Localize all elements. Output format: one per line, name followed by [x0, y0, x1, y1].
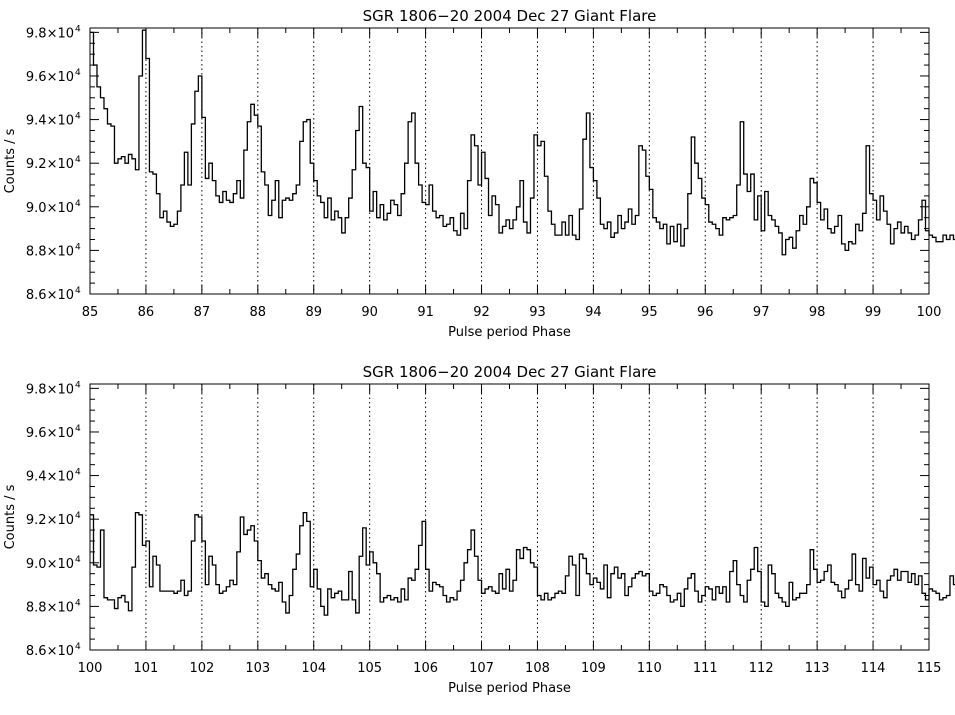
y-tick-exponent: 4 [75, 424, 81, 434]
x-axis-label: Pulse period Phase [448, 681, 571, 696]
x-tick-label: 101 [134, 661, 159, 676]
x-tick-label: 111 [693, 661, 718, 676]
y-tick-label: 8.8×10 [26, 244, 74, 259]
x-tick-label: 106 [413, 661, 438, 676]
y-tick-mantissa: 9.4×10 [26, 470, 74, 485]
x-tick-label: 86 [138, 305, 155, 320]
y-tick-mantissa: 9.6×10 [26, 426, 74, 441]
y-tick-mantissa: 9.6×10 [26, 70, 74, 85]
x-tick-label: 105 [357, 661, 382, 676]
y-tick-label: 8.8×10 [26, 600, 74, 615]
x-tick-label: 99 [865, 305, 882, 320]
x-tick-label: 96 [697, 305, 714, 320]
x-tick-label: 85 [82, 305, 99, 320]
y-tick-label: 9.0×10 [26, 557, 74, 572]
y-tick-exponent: 4 [75, 642, 81, 652]
x-tick-label: 98 [809, 305, 826, 320]
count-rate-histogram-line [90, 511, 955, 616]
y-tick-label: 9.6×10 [26, 426, 74, 441]
x-tick-label: 88 [250, 305, 267, 320]
panel-2: SGR 1806−20 2004 Dec 27 Giant Flare Pulse… [3, 363, 955, 696]
y-tick-mantissa: 8.8×10 [26, 600, 74, 615]
x-tick-label: 94 [585, 305, 602, 320]
y-tick-label: 9.0×10 [26, 201, 74, 216]
x-tick-label: 103 [245, 661, 270, 676]
y-axis-label: Counts / s [3, 128, 18, 193]
y-tick-exponent: 4 [75, 468, 81, 478]
x-tick-label: 112 [749, 661, 774, 676]
panel-1: SGR 1806−20 2004 Dec 27 Giant Flare Pulse… [3, 7, 955, 340]
y-tick-label: 9.6×10 [26, 70, 74, 85]
x-tick-label: 104 [301, 661, 326, 676]
y-tick-exponent: 4 [75, 598, 81, 608]
y-tick-label: 8.6×10 [26, 288, 74, 303]
y-axis-label: Counts / s [3, 484, 18, 549]
x-tick-label: 89 [305, 305, 322, 320]
y-tick-mantissa: 9.8×10 [26, 26, 74, 41]
x-tick-label: 113 [805, 661, 830, 676]
x-tick-label: 102 [189, 661, 214, 676]
y-tick-mantissa: 9.2×10 [26, 513, 74, 528]
y-tick-exponent: 4 [75, 286, 81, 296]
y-tick-label: 9.8×10 [26, 382, 74, 397]
x-tick-label: 92 [473, 305, 490, 320]
y-tick-exponent: 4 [75, 380, 81, 390]
y-tick-mantissa: 9.8×10 [26, 382, 74, 397]
count-rate-histogram-line [90, 29, 955, 256]
y-tick-mantissa: 8.8×10 [26, 244, 74, 259]
y-tick-exponent: 4 [75, 242, 81, 252]
plot-frame [89, 383, 930, 651]
x-tick-label: 100 [917, 305, 942, 320]
y-tick-exponent: 4 [75, 199, 81, 209]
y-tick-exponent: 4 [75, 112, 81, 122]
y-tick-label: 9.2×10 [26, 513, 74, 528]
x-tick-label: 87 [194, 305, 211, 320]
x-tick-label: 93 [529, 305, 546, 320]
y-tick-label: 9.2×10 [26, 157, 74, 172]
y-tick-label: 9.8×10 [26, 26, 74, 41]
y-tick-mantissa: 8.6×10 [26, 288, 74, 303]
y-tick-label: 8.6×10 [26, 644, 74, 659]
chart-title: SGR 1806−20 2004 Dec 27 Giant Flare [363, 363, 657, 381]
y-tick-mantissa: 9.4×10 [26, 114, 74, 129]
y-tick-label: 9.4×10 [26, 470, 74, 485]
y-tick-mantissa: 9.0×10 [26, 557, 74, 572]
x-tick-label: 108 [525, 661, 550, 676]
y-tick-mantissa: 9.2×10 [26, 157, 74, 172]
chart-title: SGR 1806−20 2004 Dec 27 Giant Flare [363, 7, 657, 25]
x-tick-label: 97 [753, 305, 770, 320]
x-tick-label: 115 [917, 661, 942, 676]
x-tick-label: 110 [637, 661, 662, 676]
y-tick-exponent: 4 [75, 155, 81, 165]
y-tick-exponent: 4 [75, 511, 81, 521]
x-tick-label: 100 [78, 661, 103, 676]
x-tick-label: 114 [861, 661, 886, 676]
x-axis-label: Pulse period Phase [448, 325, 571, 340]
plot-frame [89, 27, 930, 295]
x-tick-label: 90 [361, 305, 378, 320]
x-tick-label: 91 [417, 305, 434, 320]
y-tick-mantissa: 9.0×10 [26, 201, 74, 216]
y-tick-label: 9.4×10 [26, 114, 74, 129]
x-tick-label: 95 [641, 305, 658, 320]
y-tick-exponent: 4 [75, 555, 81, 565]
y-tick-exponent: 4 [75, 24, 81, 34]
y-tick-mantissa: 8.6×10 [26, 644, 74, 659]
x-tick-label: 109 [581, 661, 606, 676]
x-tick-label: 107 [469, 661, 494, 676]
y-tick-exponent: 4 [75, 68, 81, 78]
